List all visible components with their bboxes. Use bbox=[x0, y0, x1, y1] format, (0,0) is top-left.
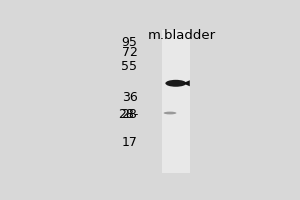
Bar bbox=[162, 30, 190, 173]
Text: 17: 17 bbox=[122, 136, 137, 149]
Text: 28-: 28- bbox=[118, 108, 139, 121]
Polygon shape bbox=[183, 80, 190, 86]
Text: 36: 36 bbox=[122, 91, 137, 104]
Text: 72: 72 bbox=[122, 46, 137, 59]
Text: 28: 28 bbox=[122, 108, 137, 121]
Ellipse shape bbox=[164, 112, 176, 114]
Text: m.bladder: m.bladder bbox=[148, 29, 216, 42]
Text: 55: 55 bbox=[122, 60, 137, 73]
Text: 95: 95 bbox=[122, 36, 137, 49]
Ellipse shape bbox=[165, 80, 186, 87]
